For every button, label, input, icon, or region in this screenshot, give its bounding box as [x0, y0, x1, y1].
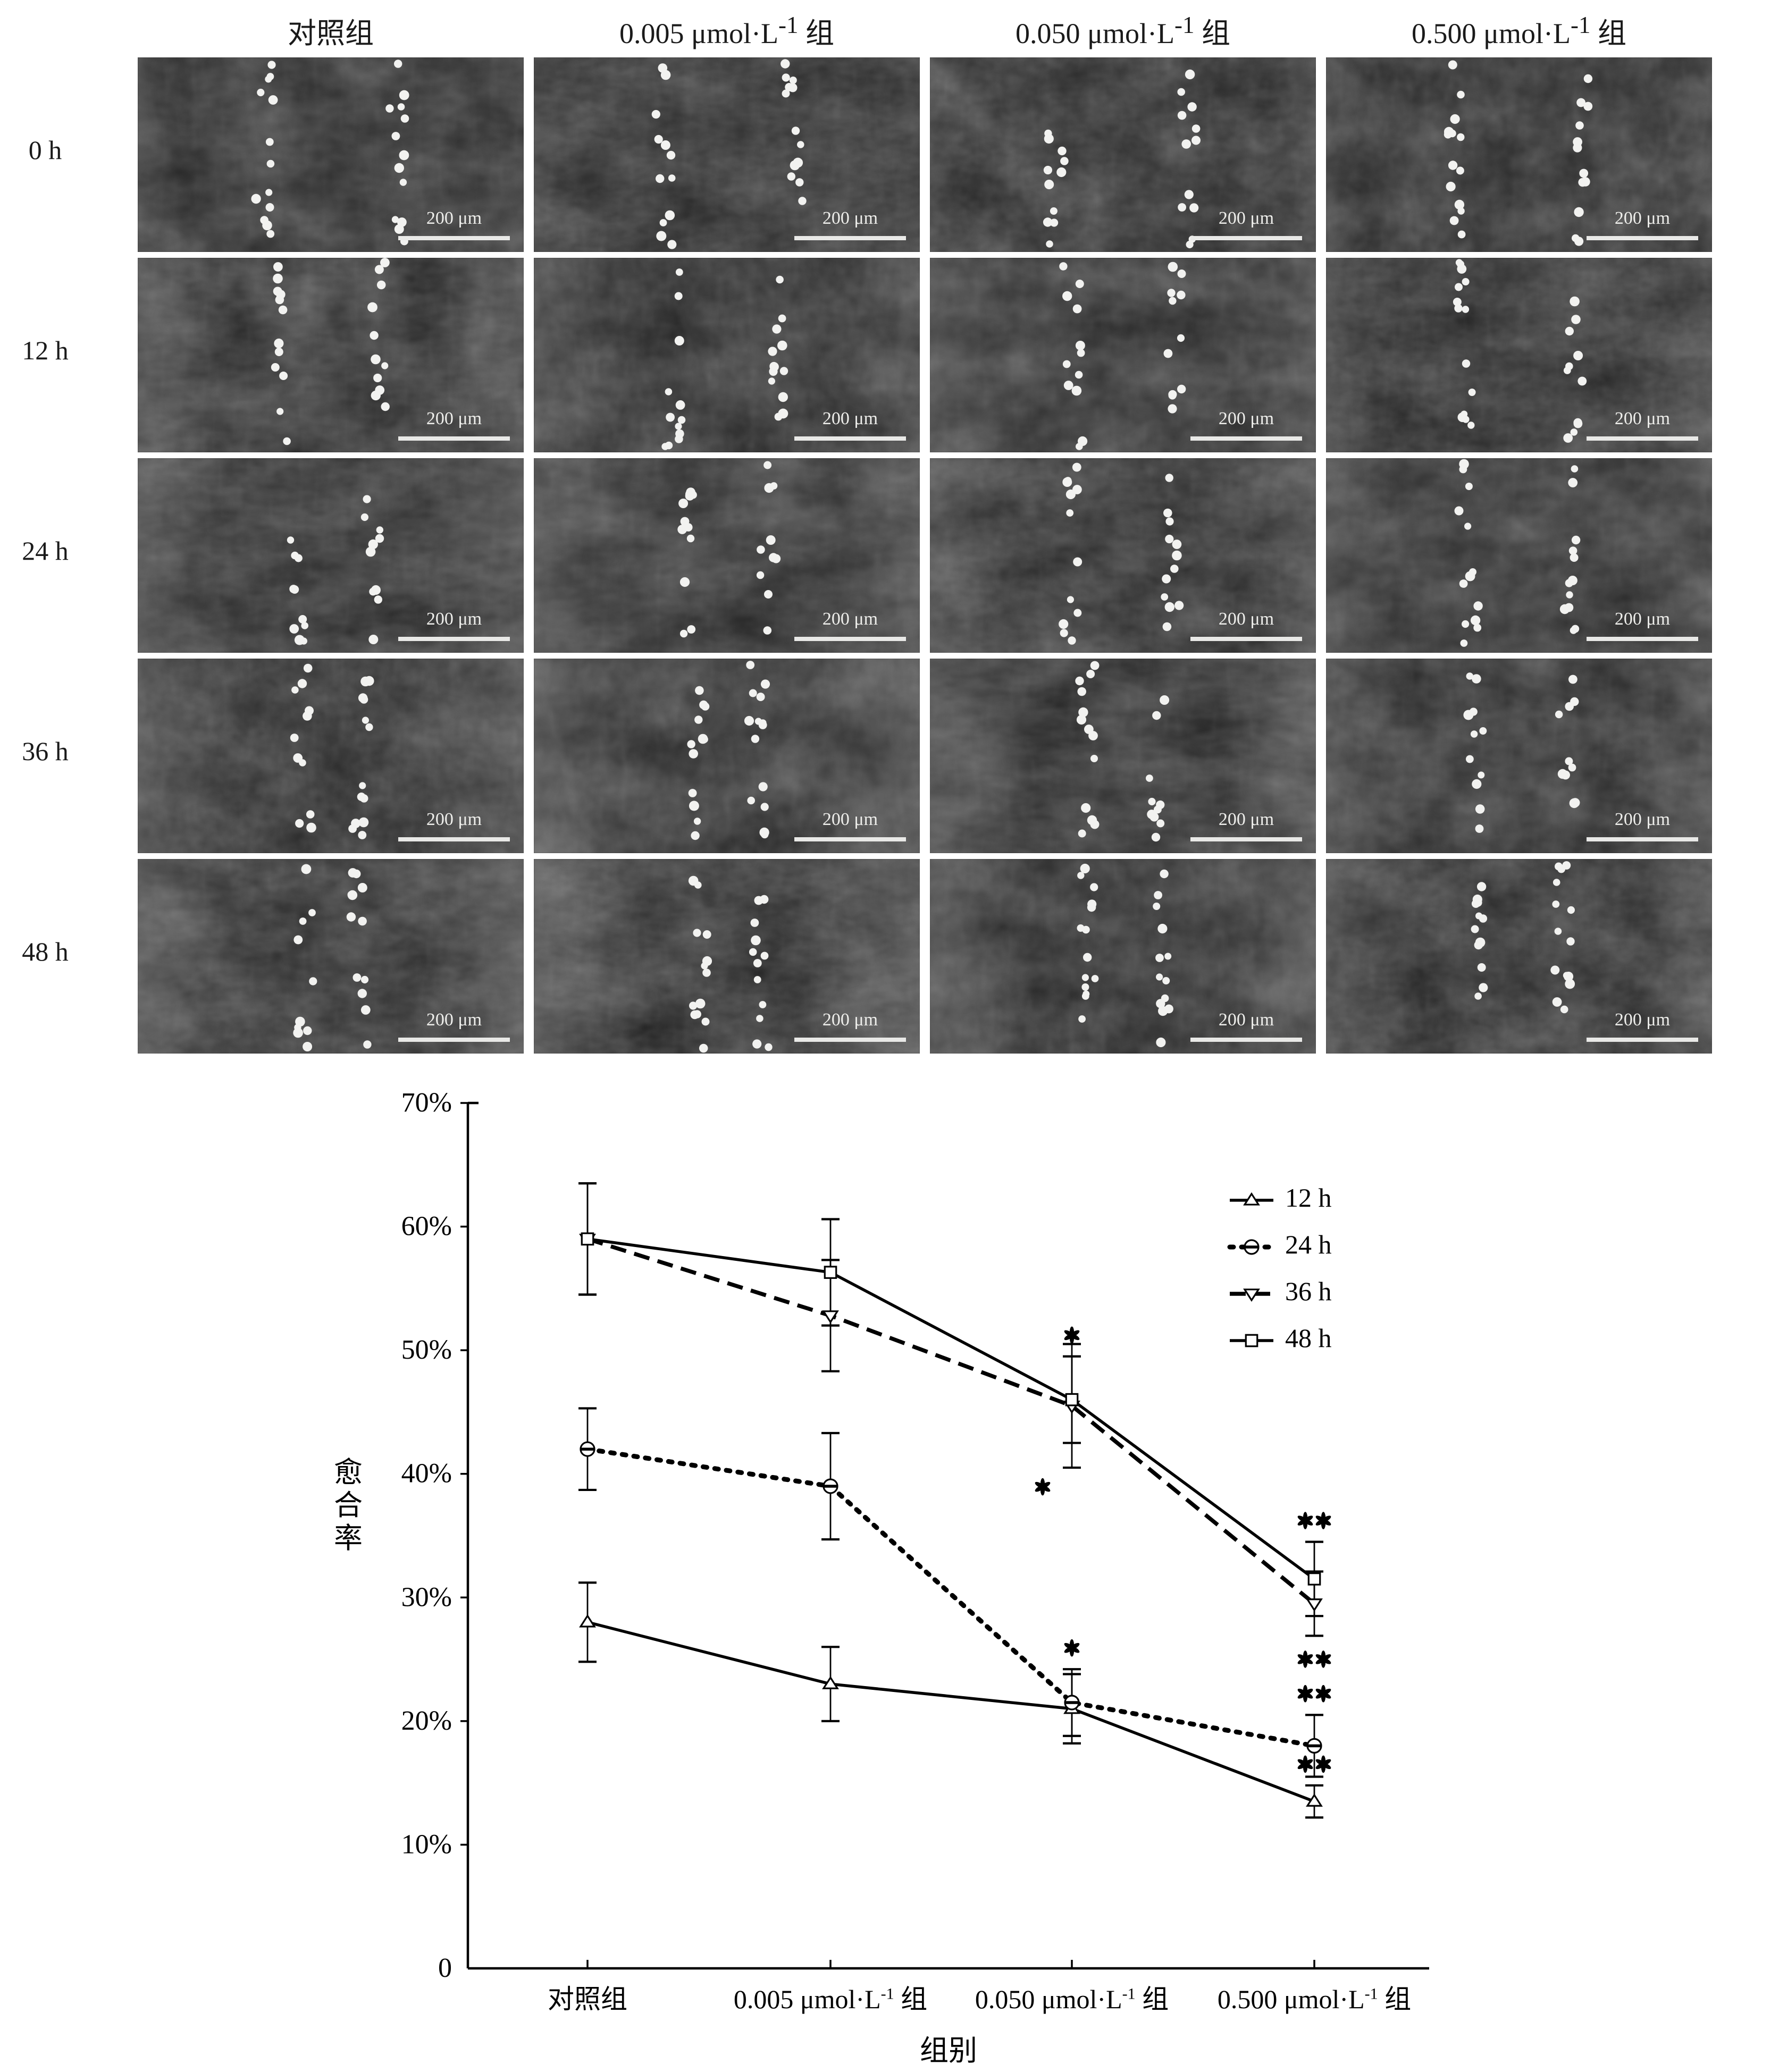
svg-text:70%: 70%: [401, 1088, 452, 1118]
svg-text:20%: 20%: [401, 1706, 452, 1736]
svg-text:60%: 60%: [401, 1211, 452, 1242]
svg-text:30%: 30%: [401, 1582, 452, 1612]
svg-text:40%: 40%: [401, 1459, 452, 1489]
svg-text:50%: 50%: [401, 1335, 452, 1365]
svg-text:10%: 10%: [401, 1829, 452, 1859]
